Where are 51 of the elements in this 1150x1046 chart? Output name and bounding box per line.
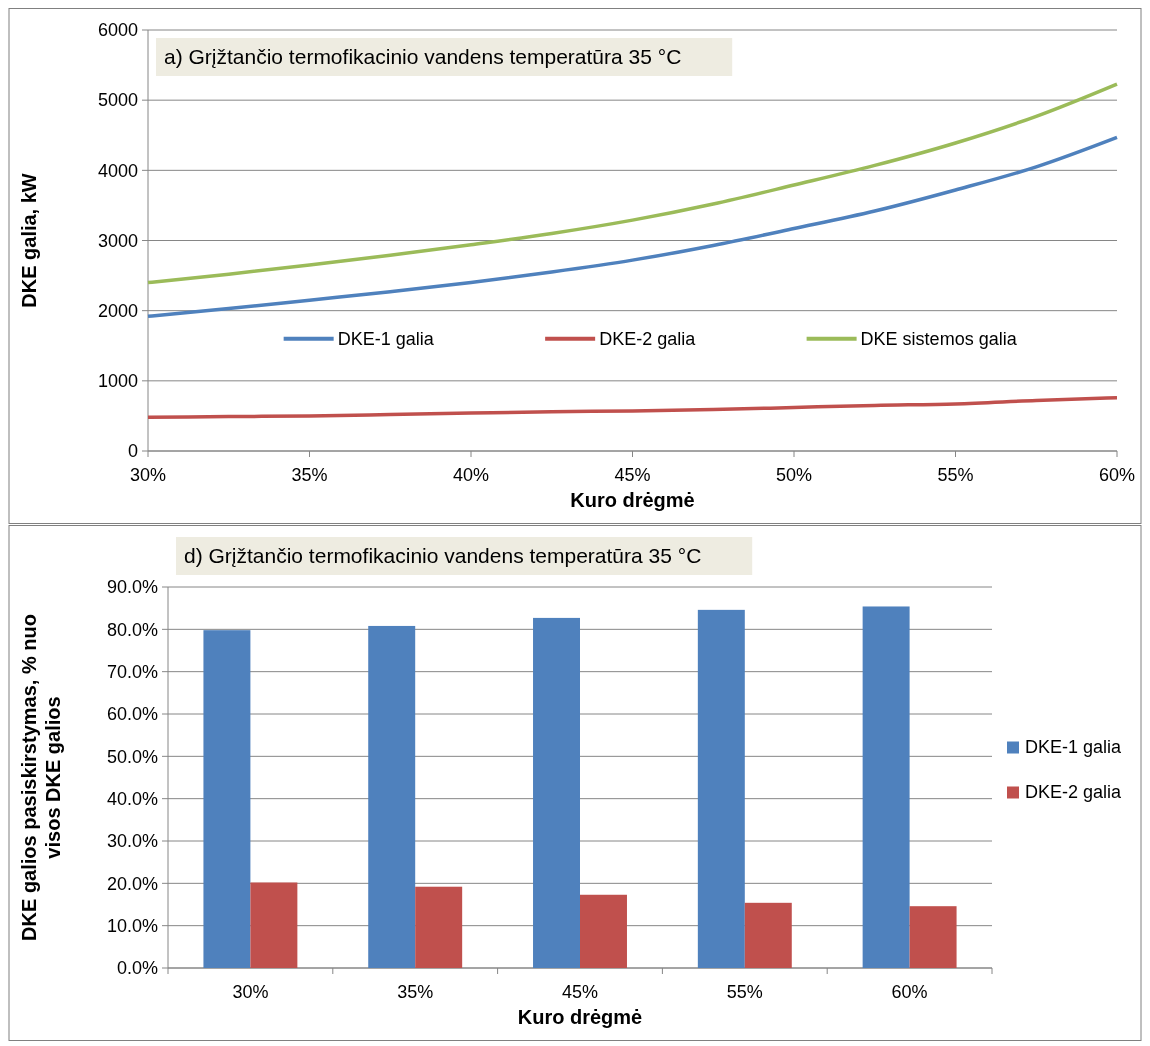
y-axis-title: DKE galia, kW [18, 173, 40, 308]
x-axis-title: Kuro drėgmė [517, 1006, 643, 1028]
x-tick-label: 45% [614, 465, 651, 485]
y-tick-label: 4000 [97, 160, 138, 181]
x-tick-label: 55% [726, 982, 763, 1002]
chart-title: d) Grįžtančio termofikacinio vandens temperatūra 35 °C [184, 544, 702, 567]
y-tick-label: 90.0% [106, 577, 158, 598]
bar [697, 609, 745, 968]
bar [203, 630, 251, 968]
y-tick-label: 2000 [97, 300, 138, 321]
line-series [146, 395, 1119, 420]
x-axis-title: Kuro drėgmė [570, 489, 695, 511]
legend-label: DKE-2 galia [1025, 781, 1123, 802]
x-tick-label: 50% [775, 465, 813, 485]
legend-label: DKE-1 galia [337, 328, 435, 349]
legend-label: DKE-2 galia [599, 328, 697, 349]
y-tick-label: 1000 [97, 371, 138, 392]
x-tick-label: 55% [937, 465, 974, 485]
x-tick-label: 35% [291, 465, 328, 485]
y-tick-label: 0.0% [116, 958, 158, 979]
x-tick-label: 30% [232, 982, 269, 1002]
y-tick-label: 6000 [97, 20, 138, 41]
y-tick-label: 50.0% [106, 746, 158, 767]
y-tick-label: 70.0% [106, 661, 158, 682]
bar [533, 617, 580, 968]
bar [368, 625, 416, 968]
bar [580, 894, 627, 968]
y-axis-title: DKE galios pasiskirstymas, % nuo visos DKE galios [18, 614, 64, 941]
x-tick-label: 60% [891, 982, 928, 1002]
y-tick-label: 10.0% [106, 915, 158, 936]
text: a) Grįžtančio termofikacinio vandens temperatūra 35 °C [164, 45, 682, 68]
y-tick-label: 3000 [97, 230, 138, 251]
x-tick-label: 35% [397, 982, 434, 1002]
x-tick-label: 30% [129, 465, 167, 485]
x-tick-label: 60% [1098, 465, 1136, 485]
y-tick-label: 5000 [97, 90, 138, 111]
legend-label: DKE sistemos galia [860, 328, 1018, 349]
y-tick-label: 20.0% [106, 873, 158, 894]
y-tick-label: 0 [127, 441, 138, 462]
bar [250, 882, 298, 968]
y-tick-label: 30.0% [106, 831, 158, 852]
y-tick-label: 40.0% [106, 788, 158, 809]
bar [909, 906, 957, 968]
bar [415, 886, 463, 968]
x-tick-label: 45% [561, 982, 599, 1002]
y-tick-label: 80.0% [106, 619, 158, 640]
bar [862, 606, 910, 968]
y-tick-label: 60.0% [106, 704, 158, 725]
bar [744, 902, 792, 968]
legend-label: DKE-1 galia [1025, 736, 1123, 757]
x-tick-label: 40% [452, 465, 490, 485]
